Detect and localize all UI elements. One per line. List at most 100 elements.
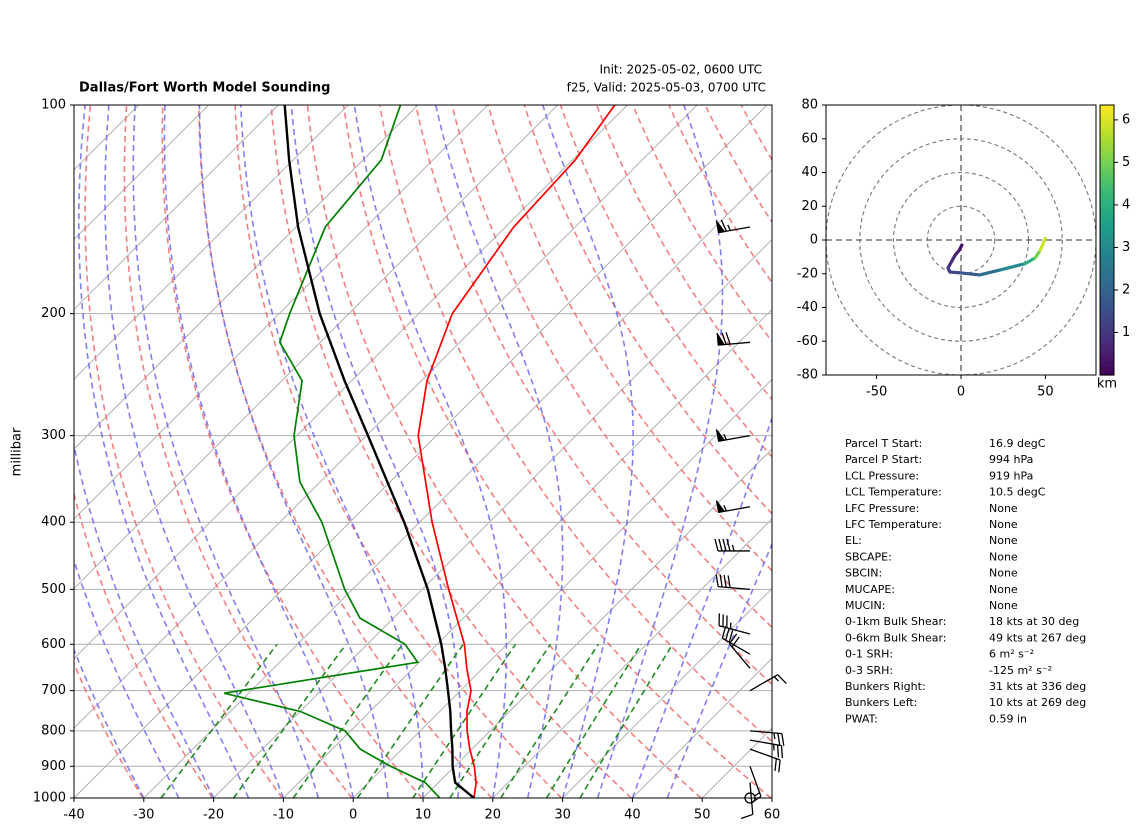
isotherm [562,587,772,798]
thermo-background [74,105,772,798]
colorbar-band [1100,357,1114,363]
x-tick-label: 30 [554,808,571,823]
colorbar-band [1100,285,1114,291]
isotherm [632,657,772,798]
parameter-table: Parcel T Start: 16.9 degC Parcel P Start: 9… [845,437,1086,725]
wind-barb [749,674,787,692]
x-tick-label: 50 [1037,385,1054,400]
isotherm [283,308,772,798]
parameter-label: 0-1km Bulk Shear: [845,615,947,628]
barb-shaft [749,748,781,773]
colorbar-band [1100,217,1114,223]
isotherm [74,105,279,311]
profile-line [417,105,616,798]
colorbar-label: km [1097,377,1117,392]
wind-barb [749,730,785,746]
colorbar-band [1100,316,1114,322]
parameter-value: 16.9 degC [989,437,1046,450]
barb-shaft [749,730,785,746]
barb-shaft [718,613,751,635]
y-tick-label: 1000 [33,791,66,806]
colorbar-band [1100,298,1114,304]
y-tick-label: 700 [41,683,66,698]
hodograph-segment [946,253,957,270]
colorbar-band [1100,361,1114,367]
parameter-value: None [989,583,1018,596]
y-tick-label: 400 [41,515,66,530]
colorbar-band [1100,105,1114,111]
wind-barb [740,782,754,820]
dry-adiabat [234,105,563,798]
moist-adiabat [132,105,320,798]
wind-barb [715,500,751,513]
isotherm [74,105,209,241]
moist-adiabat [163,105,354,798]
colorbar-band [1100,289,1114,295]
colorbar-band [1100,154,1114,160]
dry-adiabat [415,105,772,686]
parameter-label: 0-1 SRH: [845,648,893,661]
parameter-value: 49 kts at 267 deg [989,631,1086,644]
parameter-label: PWAT: [845,712,878,725]
colorbar-band [1100,334,1114,340]
mixing-ratio-line [579,643,674,798]
parameter-label: Bunkers Right: [845,680,926,693]
mixing-ratio-line [449,643,552,798]
colorbar-band [1100,204,1114,210]
colorbar-band [1100,141,1114,147]
x-tick-label: 0 [349,808,357,823]
parameter-label: 0-3 SRH: [845,664,893,677]
isotherm [422,448,772,798]
isotherm [74,105,698,729]
parameter-label: LFC Temperature: [845,518,942,531]
dry-adiabat [123,105,353,798]
colorbar-band [1100,186,1114,192]
mixing-ratio-line [292,643,404,798]
colorbar-band [1100,172,1114,178]
wind-barb [715,219,751,234]
chart-title: Dallas/Fort Worth Model Sounding [79,81,330,96]
barb-shaft [749,674,787,692]
profile-line [223,105,441,798]
colorbar-band [1100,226,1114,232]
dry-adiabat [161,105,423,798]
dry-adiabat [84,105,284,798]
wind-barb [716,332,751,346]
moist-adiabat [104,105,285,798]
colorbar-band [1100,280,1114,286]
colorbar-tick-label: 3 [1122,240,1130,255]
colorbar-band [1100,343,1114,349]
parameter-label: MUCAPE: [845,583,895,596]
colorbar-band [1100,123,1114,129]
parameter-value: 919 hPa [989,469,1033,482]
x-tick-label: 10 [415,808,432,823]
x-tick-label: 50 [694,808,711,823]
parameter-value: None [989,550,1018,563]
y-tick-label: -60 [797,334,818,349]
x-tick-label: 20 [485,808,502,823]
colorbar-band [1100,168,1114,174]
y-tick-label: 60 [801,131,818,146]
colorbar-band [1100,271,1114,277]
colorbar-band [1100,307,1114,313]
mixing-ratio-line [545,643,642,798]
barb-shaft [714,538,750,552]
isotherm [74,105,628,660]
colorbar-band [1100,163,1114,169]
dry-adiabat [74,491,214,798]
moist-adiabat [596,105,724,798]
parameter-label: LFC Pressure: [845,502,919,515]
barb-shaft [728,633,751,669]
colorbar-band [1100,127,1114,133]
y-tick-label: 100 [41,98,66,113]
parameter-label: Bunkers Left: [845,696,917,709]
parameter-value: None [989,599,1018,612]
barb-flag [716,332,725,346]
colorbar-band [1100,109,1114,115]
parameter-label: LCL Temperature: [845,486,942,499]
colorbar-band [1100,330,1114,336]
colorbar-frame [1099,104,1115,376]
hodograph-segment [1038,236,1047,252]
x-tick-label: -40 [63,808,84,823]
wind-barb [715,574,751,591]
